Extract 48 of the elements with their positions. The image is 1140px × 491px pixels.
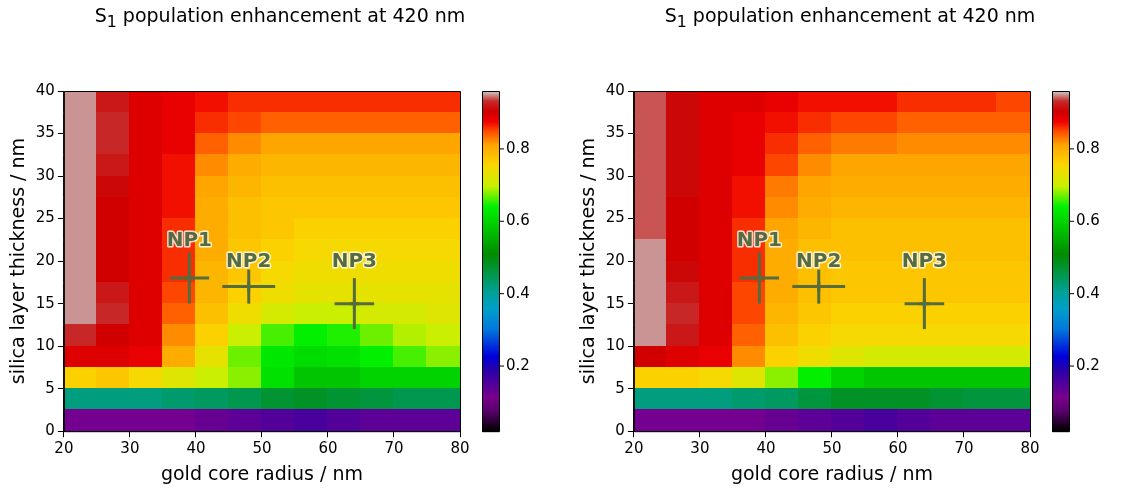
- x-tick-label: 40: [756, 439, 776, 458]
- y-tick-label: 35: [35, 123, 55, 142]
- y-tick-label: 25: [605, 208, 625, 227]
- y-tick-label: 40: [605, 80, 625, 99]
- x-axis-title: gold core radius / nm: [160, 461, 363, 484]
- x-tick-label: 70: [384, 439, 404, 458]
- color-bar-label: 0.2: [506, 355, 530, 374]
- y-tick-label: 40: [35, 80, 55, 99]
- y-tick-label: 10: [605, 336, 625, 355]
- chart-title: S$_{1}$ population enhancement at 420 nm: [663, 4, 1037, 31]
- y-tick-label: 5: [45, 378, 55, 397]
- y-tick-label: 10: [35, 336, 55, 355]
- x-tick-label: 70: [954, 439, 974, 458]
- annotation: NP2: [796, 248, 842, 273]
- y-tick-label: 15: [605, 293, 625, 312]
- color-bar-label: 0.6: [1076, 211, 1100, 230]
- x-tick-label: 30: [690, 439, 710, 458]
- x-tick-label: 50: [822, 439, 842, 458]
- color-bar-label: 0.8: [1076, 138, 1100, 157]
- color-bar-label: 0.6: [506, 211, 530, 230]
- y-tick-label: 20: [35, 250, 55, 269]
- x-axis-title: gold core radius / nm: [730, 461, 933, 484]
- y-axis-title: silica layer thickness / nm: [6, 137, 29, 385]
- y-axis-title: silica layer thickness / nm: [576, 137, 599, 385]
- color-bar-label: 0.2: [1076, 355, 1100, 374]
- annotation: NP2: [226, 248, 272, 273]
- x-tick-label: 60: [318, 439, 338, 458]
- y-tick-label: 25: [35, 208, 55, 227]
- y-tick-label: 30: [35, 165, 55, 184]
- color-bar-label: 0.8: [506, 138, 530, 157]
- x-tick-label: 50: [252, 439, 272, 458]
- annotation: NP3: [331, 248, 378, 273]
- y-tick-label: 20: [605, 250, 625, 269]
- color-bar-label: 0.4: [1076, 283, 1100, 302]
- color-bar-label: 0.4: [506, 283, 530, 302]
- annotation: NP3: [901, 248, 948, 273]
- y-tick-label: 0: [45, 421, 55, 440]
- chart-title: S$_{1}$ population enhancement at 420 nm: [93, 4, 467, 31]
- y-tick-label: 15: [35, 293, 55, 312]
- x-tick-label: 40: [186, 439, 206, 458]
- y-tick-label: 0: [615, 421, 625, 440]
- x-tick-label: 80: [450, 439, 470, 458]
- y-tick-label: 30: [605, 165, 625, 184]
- y-tick-label: 5: [615, 378, 625, 397]
- x-tick-label: 80: [1020, 439, 1040, 458]
- y-tick-label: 35: [605, 123, 625, 142]
- x-tick-label: 60: [888, 439, 908, 458]
- x-tick-label: 30: [120, 439, 140, 458]
